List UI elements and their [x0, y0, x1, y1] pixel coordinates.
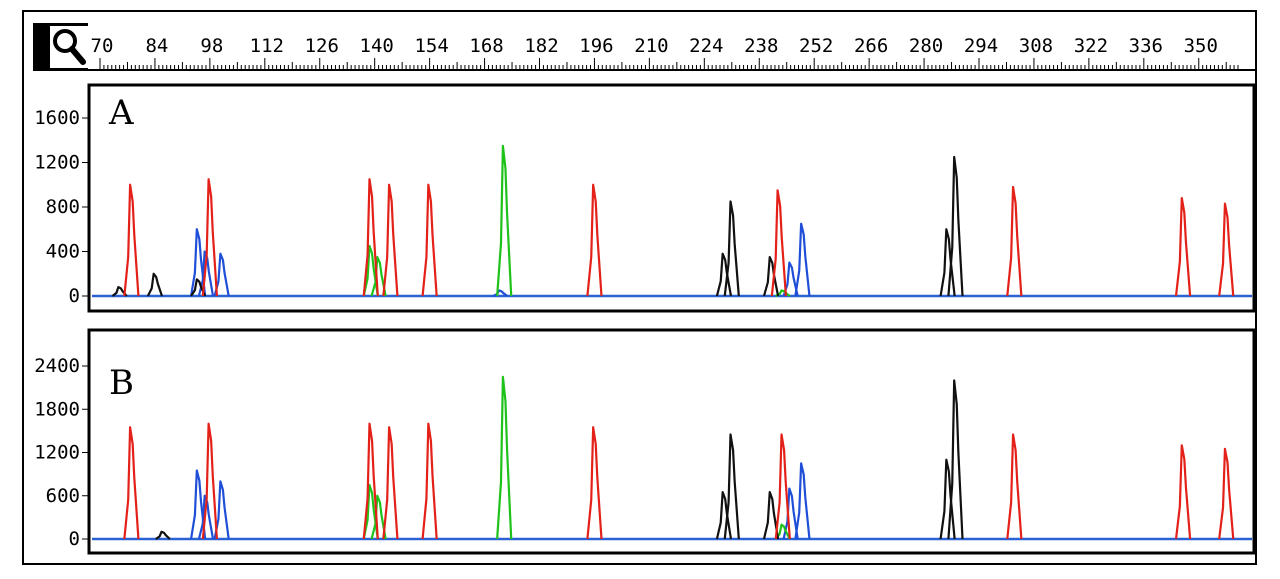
ruler-tick-label: 140	[360, 35, 394, 57]
ruler-tick-label: 350	[1184, 35, 1218, 57]
ruler-tick-label: 224	[689, 35, 723, 57]
y-tick-label: 600	[46, 485, 80, 507]
peak-green	[362, 244, 379, 297]
peak-red	[586, 426, 603, 540]
peak-red	[421, 422, 438, 540]
ruler-tick-label: 210	[634, 35, 668, 57]
peak-red	[770, 189, 788, 297]
y-tick-label: 1800	[34, 398, 80, 420]
panel-a-label: A	[108, 93, 134, 133]
peak-green	[370, 494, 387, 540]
peak-black	[947, 155, 964, 297]
peak-red	[382, 183, 399, 297]
peak-green	[496, 144, 513, 297]
peak-green	[370, 255, 387, 297]
peak-black	[723, 433, 740, 540]
peak-blue	[213, 252, 230, 297]
peak-blue	[189, 469, 207, 540]
peak-blue	[189, 228, 207, 297]
panel-b-traces	[92, 375, 1252, 541]
ruler-tick-label: 322	[1074, 35, 1108, 57]
ruler-tick-label: 196	[579, 35, 613, 57]
peak-red	[123, 183, 140, 297]
y-tick-label: 800	[46, 196, 80, 218]
peak-red	[1006, 185, 1023, 297]
ruler-tick-label: 70	[91, 35, 114, 57]
panel-a-y-axis: 0 400 800 1200 1600	[34, 107, 91, 307]
peak-red	[201, 422, 219, 540]
ruler-tick-label: 112	[250, 35, 284, 57]
size-ruler: 70 84 98 112 126 140 154 168 182 196 210 224 238 252 2…	[33, 23, 1255, 71]
peak-red	[421, 183, 438, 297]
peak-red	[201, 178, 219, 297]
peak-green	[496, 375, 513, 540]
ruler-tick-label: 266	[854, 35, 888, 57]
y-tick-label: 1600	[34, 107, 80, 129]
ruler-tick-label: 252	[799, 35, 833, 57]
ruler-tick-label: 182	[524, 35, 558, 57]
peak-red	[1006, 433, 1023, 540]
ruler-tick-label: 336	[1129, 35, 1163, 57]
peak-blue	[782, 261, 799, 297]
panel-b-label: B	[109, 363, 134, 403]
peak-black	[111, 286, 128, 297]
peak-red	[1174, 197, 1192, 297]
peak-black	[155, 530, 171, 540]
ruler-background	[33, 23, 1255, 71]
ruler-minor-ticks	[99, 58, 1239, 70]
peak-red	[362, 422, 379, 540]
ruler-tick-label: 98	[200, 35, 223, 57]
peak-red	[382, 426, 399, 540]
peak-red	[586, 183, 603, 297]
y-tick-label: 1200	[34, 442, 80, 464]
panel-a-traces	[92, 144, 1252, 298]
peak-red	[774, 433, 791, 540]
panel-b-frame	[87, 328, 1256, 555]
ruler-tick-label: 168	[469, 35, 503, 57]
peak-red	[362, 178, 379, 297]
y-tick-label: 1200	[34, 152, 80, 174]
y-tick-label: 400	[46, 241, 80, 263]
peak-red	[1174, 444, 1192, 540]
peak-blue	[782, 487, 799, 540]
ruler-tick-label: 238	[744, 35, 778, 57]
peak-green	[362, 483, 379, 540]
peak-blue	[794, 462, 811, 540]
y-tick-label: 2400	[34, 355, 80, 377]
ruler-tick-label: 84	[145, 35, 168, 57]
ruler-tick-label: 294	[964, 35, 998, 57]
panel-a: A 0 400 800 1200 1600	[34, 83, 1256, 313]
panel-b-y-axis: 0 600 1200 1800 2400	[34, 355, 91, 550]
peak-red	[1218, 447, 1235, 540]
peak-green	[774, 523, 791, 540]
ruler-tick-label: 126	[305, 35, 339, 57]
ruler-tick-label: 280	[909, 35, 943, 57]
peak-red	[123, 426, 140, 540]
peak-blue	[794, 222, 811, 297]
peak-black	[947, 379, 964, 540]
ruler-tick-label: 308	[1019, 35, 1053, 57]
panel-b: B 0 600 1200 1800 2400	[34, 328, 1256, 555]
peak-black	[190, 278, 207, 297]
ruler-tick-labels: 70 84 98 112 126 140 154 168 182 196 210 224 238 252 2…	[91, 35, 1218, 57]
peak-red	[1218, 202, 1235, 297]
y-tick-label: 0	[69, 285, 80, 307]
magnifier-icon	[50, 26, 88, 68]
peak-black	[146, 272, 164, 297]
peak-blue	[213, 480, 230, 540]
ruler-tick-label: 154	[414, 35, 448, 57]
peak-black	[723, 200, 740, 297]
y-tick-label: 0	[69, 528, 80, 550]
panel-a-frame	[87, 83, 1256, 313]
peak-black	[762, 491, 780, 540]
